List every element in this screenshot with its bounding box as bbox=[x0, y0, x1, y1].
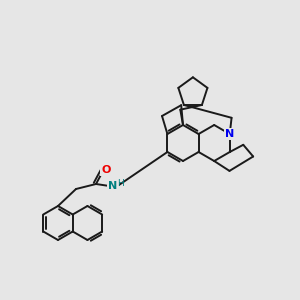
Text: N: N bbox=[225, 129, 234, 139]
Text: N: N bbox=[108, 181, 118, 191]
Text: N: N bbox=[225, 129, 234, 139]
Text: H: H bbox=[117, 179, 123, 188]
Text: O: O bbox=[101, 165, 111, 175]
